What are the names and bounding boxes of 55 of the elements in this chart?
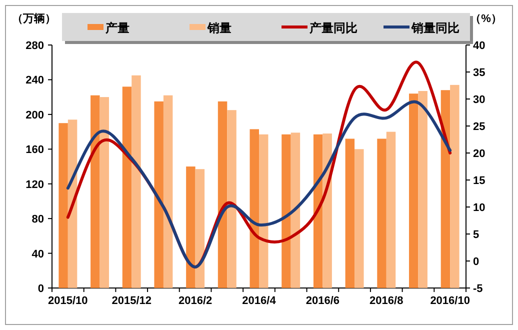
legend-label: 销量同比 [410, 21, 460, 35]
bar [132, 75, 141, 288]
bar [418, 90, 428, 288]
y2-axis-title: （%） [470, 13, 502, 25]
y2-tick-label: 30 [473, 94, 486, 106]
bar [122, 86, 132, 288]
bar [354, 149, 364, 288]
y-tick-label: 240 [26, 74, 44, 87]
legend-label: 销量 [206, 21, 232, 35]
y2-tick-label: 0 [473, 256, 480, 268]
y-tick-label: 80 [32, 214, 44, 226]
bar [90, 95, 100, 288]
bar [186, 166, 196, 288]
y-tick-label: 40 [32, 248, 44, 260]
y2-tick-label: 10 [473, 202, 486, 214]
x-tick-label: 2016/6 [306, 295, 340, 307]
legend-label: 产量 [104, 21, 130, 35]
bar [282, 134, 291, 288]
y2-tick-label: 15 [473, 175, 486, 187]
bar [163, 95, 173, 288]
bar [58, 123, 68, 288]
bar [386, 132, 396, 288]
y2-tick-label: 5 [473, 229, 480, 241]
x-tick-label: 2016/4 [242, 295, 277, 307]
bar [218, 101, 228, 288]
bar [377, 138, 386, 288]
y-tick-label: 200 [26, 109, 44, 122]
legend-label: 产量同比 [308, 21, 358, 35]
y2-tick-label: 20 [473, 148, 486, 160]
x-tick-label: 2016/10 [430, 295, 470, 307]
bar [345, 138, 355, 288]
bar [227, 110, 236, 288]
y-tick-label: 160 [26, 144, 44, 156]
bar [154, 101, 164, 288]
y-tick-label: 120 [26, 178, 44, 191]
bar [313, 134, 323, 288]
bar [100, 97, 110, 288]
x-tick-label: 2015/10 [48, 295, 88, 307]
y2-tick-label: 25 [473, 121, 486, 133]
bar [290, 132, 300, 288]
y2-tick-label: 35 [473, 67, 486, 79]
bar [408, 94, 418, 288]
x-tick-label: 2016/2 [178, 295, 212, 307]
bar [250, 129, 259, 288]
bar [195, 169, 205, 288]
x-tick-label: 2016/8 [370, 295, 404, 307]
bar [450, 84, 460, 288]
x-tick-label: 2015/12 [112, 295, 152, 307]
y-tick-label: 0 [38, 283, 44, 295]
bar [259, 134, 268, 288]
bar [440, 90, 450, 288]
y2-tick-label: 40 [473, 40, 486, 52]
y-tick-label: 280 [26, 40, 44, 52]
y2-tick-label: -5 [473, 283, 483, 295]
y-axis-title: （万辆） [12, 12, 56, 25]
